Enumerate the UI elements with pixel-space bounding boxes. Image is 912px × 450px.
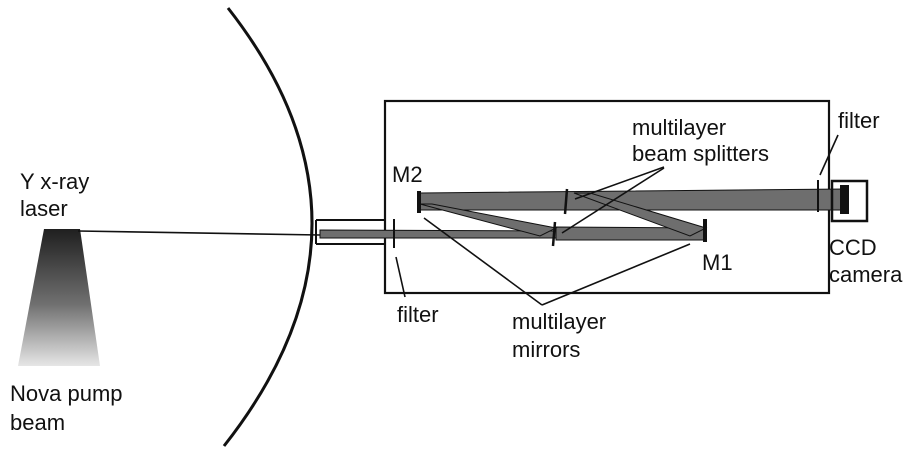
leader-filter-entrance: [395, 256, 406, 298]
chamber-wall-arc: [222, 7, 314, 447]
label-m1: M1: [702, 250, 733, 275]
beam-splitter-upper: [563, 188, 569, 215]
label-pump-line1: Nova pump: [10, 381, 123, 406]
label-laser-line1: Y x-ray: [20, 169, 89, 194]
nova-pump-beam: [18, 229, 100, 366]
leader-splitter-lower: [561, 167, 665, 234]
label-laser-line2: laser: [20, 196, 68, 221]
leader-filter-camera: [819, 134, 839, 176]
diagonal-beam-m2: [419, 203, 558, 237]
leader-mirror-m1: [541, 243, 691, 306]
label-splitters-line2: beam splitters: [632, 141, 769, 166]
label-ccd-line1: CCD: [829, 235, 877, 260]
beam-splitter-lower: [551, 221, 557, 247]
ccd-camera-sensor: [840, 185, 849, 214]
label-mirrors-line1: multilayer: [512, 309, 606, 334]
label-pump-line2: beam: [10, 410, 65, 435]
label-ccd-line2: camera: [829, 262, 903, 287]
port-tube: [315, 219, 385, 245]
ccd-camera-housing: [830, 179, 869, 223]
x-ray-laser-beam: [77, 230, 321, 236]
leader-lines: [395, 134, 839, 306]
leader-splitter-upper: [574, 166, 665, 200]
label-mirrors-line2: mirrors: [512, 337, 580, 362]
label-splitters-line1: multilayer: [632, 115, 726, 140]
label-m2: M2: [392, 162, 423, 187]
leader-mirror-m2: [423, 217, 543, 306]
label-filter-camera: filter: [838, 108, 880, 133]
label-filter-entrance: filter: [397, 302, 439, 327]
